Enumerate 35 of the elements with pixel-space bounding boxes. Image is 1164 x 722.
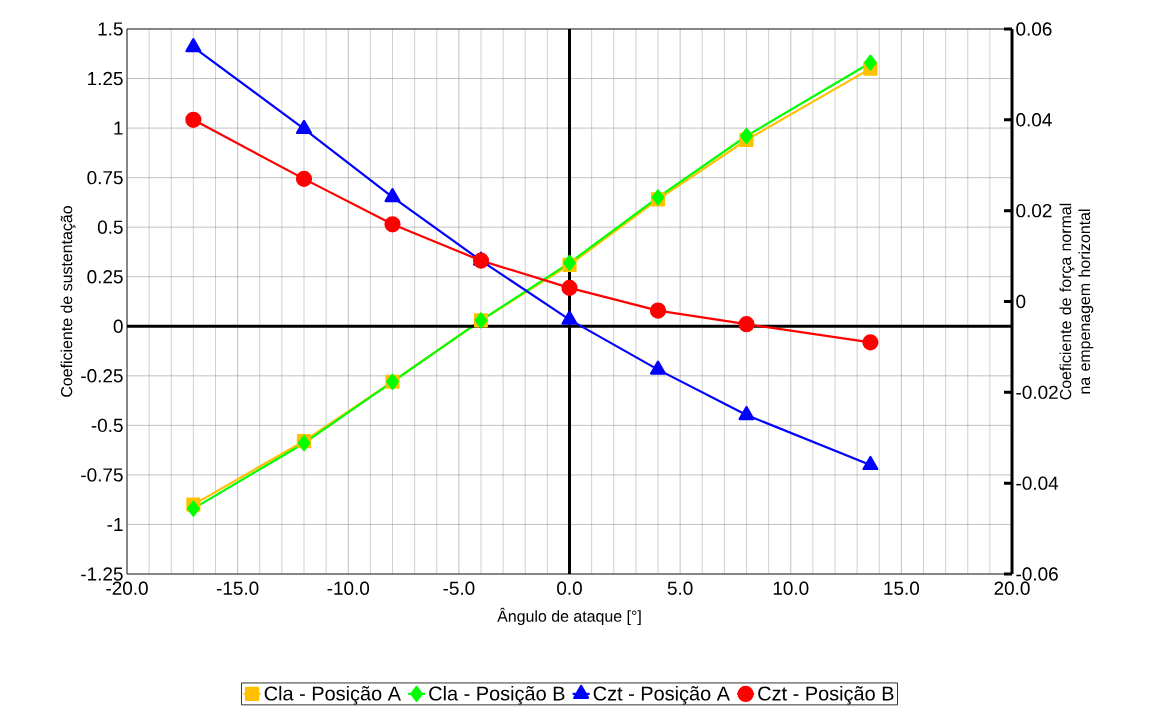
y-tick-label: 0.25 [87,270,123,284]
x-tick-label: -15.0 [216,581,259,595]
y-tick-label: -1 [107,517,123,531]
x-tick-label: 5.0 [667,581,693,595]
y-tick-label: -0.75 [81,468,123,482]
y-tick-label: 1.25 [88,71,123,86]
x-axis-title: Ângulo de ataque [°] [497,607,641,626]
x-tick-label: 15.0 [884,581,920,595]
legend-label: Czt - Posição B [758,685,894,705]
x-tick-label: -20.0 [106,581,148,595]
y2-tick-label: 0.04 [1016,113,1052,127]
x-tick-label: 10.0 [773,581,809,595]
y2-tick-label: 0 [1016,294,1026,309]
y2-axis-title: Coeficiente de força normal na empenagem horizontal [1059,203,1094,400]
y2-tick-label: 0.06 [1016,22,1052,36]
y-tick-label: -0.5 [91,418,123,433]
y-tick-label: -0.25 [81,369,123,383]
x-tick-label: 0.0 [557,581,582,595]
y-tick-label: 0.5 [97,220,123,234]
y-tick-label: 1 [114,121,123,135]
x-tick-label: 20.0 [994,581,1030,595]
y2-tick-label: -0.06 [1016,567,1058,581]
x-tick-label: -5.0 [443,581,475,595]
legend-label: Cla - Posição A [264,685,401,705]
x-tick-label: -10.0 [327,581,370,595]
y-tick-label: -1.25 [81,567,123,581]
y2-tick-label: -0.02 [1016,385,1058,400]
y-tick-label: 0.75 [87,170,123,185]
y2-tick-label: -0.04 [1016,476,1059,490]
y-axis-title: Coeficiente de sustentação [60,206,76,397]
y-tick-label: 1.5 [98,22,123,36]
legend-label: Cla - Posição B [429,685,565,705]
y-tick-label: 0 [113,319,123,333]
legend-label: Czt - Posição A [593,685,730,705]
y2-tick-label: 0.02 [1016,203,1052,218]
